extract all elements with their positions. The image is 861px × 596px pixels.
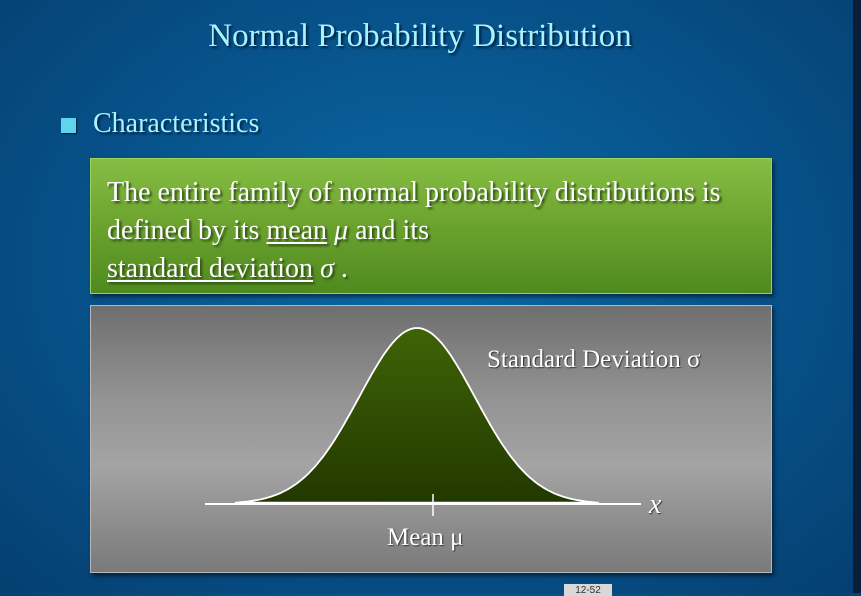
standard-deviation-label: Standard Deviation σ	[487, 346, 701, 373]
symbol-sigma: σ	[320, 253, 334, 284]
bullet-heading: Characteristics	[93, 108, 260, 139]
mean-label: Mean μ	[387, 524, 464, 551]
term-mean: mean	[266, 215, 328, 246]
definition-text-part1: The entire family of normal probability …	[107, 177, 721, 246]
page-number: 12-52	[564, 584, 612, 596]
slide-title: Normal Probability Distribution	[208, 18, 632, 54]
symbol-mu: μ	[334, 215, 349, 246]
definition-box: The entire family of normal probability …	[90, 158, 772, 294]
bell-curve	[234, 327, 600, 504]
definition-text-part3: .	[333, 253, 348, 284]
x-axis-label: x	[649, 489, 662, 520]
bullet-square-icon	[61, 118, 76, 133]
normal-curve-svg	[205, 327, 641, 516]
normal-curve-diagram: Standard Deviation σ Mean μ x	[90, 305, 772, 573]
slide-edge-strip	[853, 0, 861, 593]
definition-text-part2: and its	[348, 215, 430, 246]
term-standard-deviation: standard deviation	[107, 253, 314, 284]
